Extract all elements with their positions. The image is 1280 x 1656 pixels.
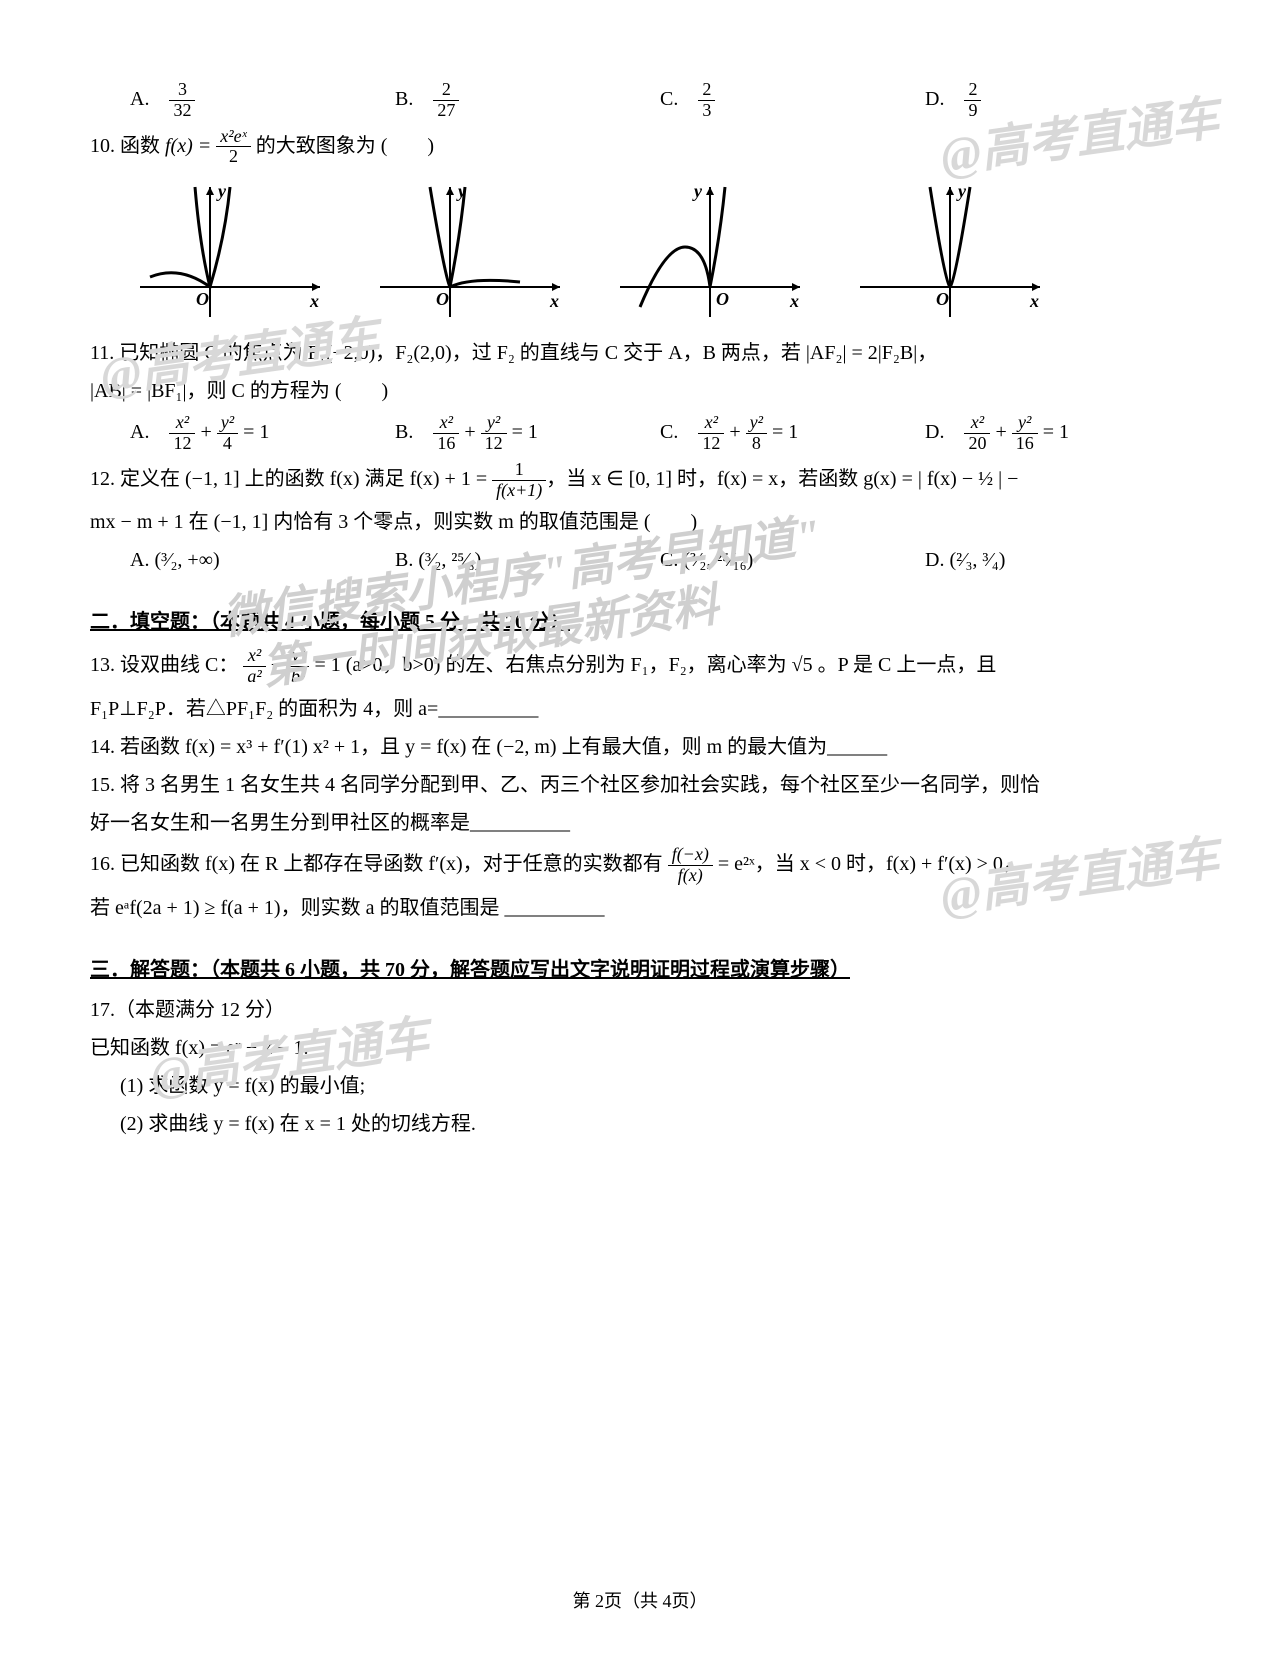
svg-text:x: x [309,291,319,311]
svg-text:O: O [936,289,949,309]
q12-opt-c: C. (³⁄₂, ²⁵⁄₁₆) [660,544,925,576]
q9-opt-b: B. 227 [395,80,660,121]
svg-text:O: O [716,289,729,309]
svg-text:x: x [789,291,799,311]
svg-text:O: O [196,289,209,309]
q10-graph-b: O x y [370,177,570,327]
q10-graph-a: O x y [130,177,330,327]
q10-stem: 10. 函数 f(x) = x²eˣ2 的大致图象为 ( ) [90,127,1190,168]
q15-line1: 15. 将 3 名男生 1 名女生共 4 名同学分配到甲、乙、丙三个社区参加社会… [90,769,1190,801]
q11-line1: 11. 已知椭圆 C 的焦点为 F₁(−2,0)，F₂(2,0)，过 F₂ 的直… [90,337,1190,369]
q12-opt-b: B. (³⁄₂, ²⁵⁄₈) [395,544,660,576]
q11-opt-d: D. x²20 + y²16 = 1 [925,413,1190,454]
q16-line2: 若 eᵃf(2a + 1) ≥ f(a + 1)，则实数 a 的取值范围是 __… [90,892,1190,924]
svg-text:x: x [549,291,559,311]
q16-line1: 16. 已知函数 f(x) 在 R 上都存在导函数 f′(x)，对于任意的实数都… [90,845,1190,886]
svg-text:O: O [436,289,449,309]
q9-opt-a: A. 332 [130,80,395,121]
q17-sub1: (1) 求函数 y = f(x) 的最小值; [90,1070,1190,1102]
q9-opt-d: D. 29 [925,80,1190,121]
q9-opt-c: C. 23 [660,80,925,121]
section3-title: 三．解答题：（本题共 6 小题，共 70 分，解答题应写出文字说明证明过程或演算… [90,954,1190,986]
q17-line2: 已知函数 f(x) = eˣ − x − 1. [90,1032,1190,1064]
q10-graph-d: O x y [850,177,1050,327]
svg-text:y: y [216,181,227,201]
q10-graphs: O x y O x y O x y [90,177,1190,327]
q10-graph-c: O x y [610,177,810,327]
q13-line1: 13. 设双曲线 C： x²a² − y²b² = 1 (a>0，b>0) 的左… [90,646,1190,687]
svg-text:y: y [956,181,967,201]
page-footer: 第 2页（共 4页） [0,1587,1280,1616]
svg-text:x: x [1029,291,1039,311]
q9-options: A. 332 B. 227 C. 23 D. 29 [90,80,1190,121]
q15-line2: 好一名女生和一名男生分到甲社区的概率是__________ [90,807,1190,839]
q12-line2: mx − m + 1 在 (−1, 1] 内恰有 3 个零点，则实数 m 的取值… [90,506,1190,538]
svg-text:y: y [692,181,703,201]
q11-line2: |AB| = |BF₁|，则 C 的方程为 ( ) [90,375,1190,407]
q17-sub2: (2) 求曲线 y = f(x) 在 x = 1 处的切线方程. [90,1108,1190,1140]
q11-options: A. x²12 + y²4 = 1 B. x²16 + y²12 = 1 C. … [90,413,1190,454]
q17-line1: 17.（本题满分 12 分） [90,994,1190,1026]
q14: 14. 若函数 f(x) = x³ + f′(1) x² + 1，且 y = f… [90,731,1190,763]
q12-line1: 12. 定义在 (−1, 1] 上的函数 f(x) 满足 f(x) + 1 = … [90,460,1190,501]
section2-title: 二．填空题：（本题共 4 小题，每小题 5 分，共 20 分） [90,606,1190,638]
q12-opt-a: A. (³⁄₂, +∞) [130,544,395,576]
q12-opt-d: D. (²⁄₃, ³⁄₄) [925,544,1190,576]
q11-opt-c: C. x²12 + y²8 = 1 [660,413,925,454]
q12-options: A. (³⁄₂, +∞) B. (³⁄₂, ²⁵⁄₈) C. (³⁄₂, ²⁵⁄… [90,544,1190,576]
q11-opt-a: A. x²12 + y²4 = 1 [130,413,395,454]
q13-line2: F₁P⊥F₂P．若△PF₁F₂ 的面积为 4，则 a=__________ [90,693,1190,725]
q11-opt-b: B. x²16 + y²12 = 1 [395,413,660,454]
